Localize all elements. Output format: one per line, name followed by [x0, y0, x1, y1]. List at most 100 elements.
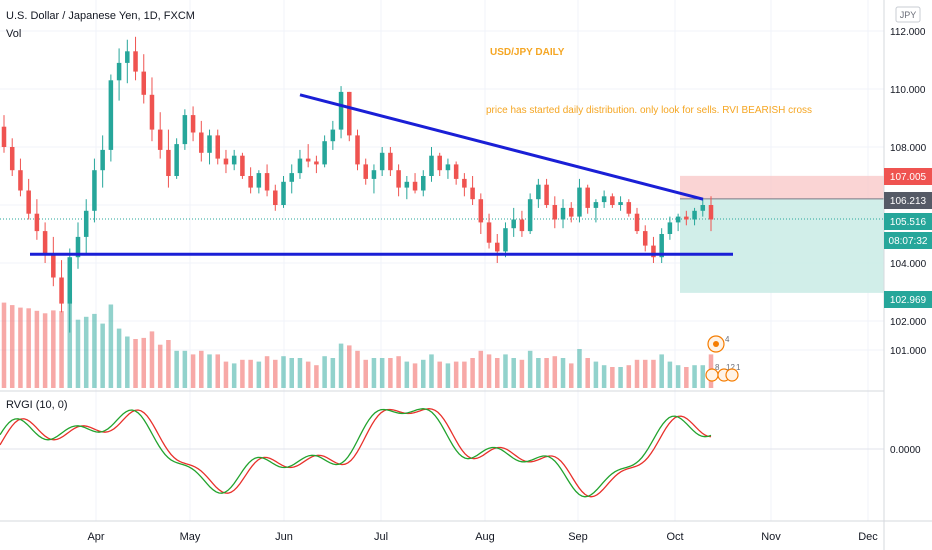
- candle-body[interactable]: [527, 199, 533, 232]
- candle-body[interactable]: [51, 254, 56, 278]
- currency-badge[interactable]: JPY: [895, 6, 921, 23]
- annotation-note[interactable]: price has started daily distribution. on…: [486, 105, 812, 116]
- candle-body[interactable]: [223, 158, 229, 165]
- candle-body[interactable]: [544, 184, 549, 205]
- candle-body[interactable]: [108, 80, 114, 150]
- candle-body[interactable]: [133, 51, 138, 72]
- candle-body[interactable]: [355, 135, 360, 165]
- volume-bar: [330, 358, 336, 388]
- annotation-title[interactable]: USD/JPY DAILY: [490, 47, 565, 58]
- event-markers[interactable]: 4 8 12 1: [705, 335, 741, 382]
- price-pane[interactable]: [0, 36, 884, 333]
- candle-body[interactable]: [642, 231, 648, 246]
- candle-body[interactable]: [83, 210, 89, 237]
- candle-body[interactable]: [330, 129, 336, 142]
- candle-body[interactable]: [429, 155, 434, 176]
- candle-body[interactable]: [26, 190, 31, 214]
- candle-body[interactable]: [511, 219, 516, 229]
- candle-body[interactable]: [708, 205, 714, 220]
- candle-body[interactable]: [322, 141, 327, 165]
- candle-body[interactable]: [199, 132, 204, 153]
- candle-body[interactable]: [577, 187, 582, 217]
- time-axis[interactable]: Apr May Jun Jul Aug Sep Oct Nov Dec: [87, 531, 878, 543]
- candle-body[interactable]: [626, 202, 632, 214]
- candle-body[interactable]: [34, 213, 40, 232]
- candle-body[interactable]: [1, 126, 7, 147]
- candle-body[interactable]: [445, 164, 451, 171]
- candle-body[interactable]: [42, 231, 48, 255]
- candle-body[interactable]: [462, 178, 467, 188]
- candle-body[interactable]: [248, 176, 253, 188]
- candle-body[interactable]: [536, 184, 541, 200]
- candle-body[interactable]: [675, 216, 681, 223]
- candle-body[interactable]: [494, 242, 500, 252]
- candle-body[interactable]: [240, 155, 245, 176]
- candle-body[interactable]: [125, 51, 130, 63]
- candle-body[interactable]: [92, 170, 97, 211]
- candle-body[interactable]: [347, 91, 352, 136]
- candle-body[interactable]: [503, 228, 508, 252]
- candle-body[interactable]: [141, 71, 147, 95]
- candle-body[interactable]: [100, 149, 105, 171]
- candle-body[interactable]: [634, 213, 640, 232]
- candle-body[interactable]: [59, 277, 64, 304]
- candle-body[interactable]: [264, 173, 270, 191]
- event-marker-icon[interactable]: [725, 368, 739, 382]
- candle-body[interactable]: [174, 144, 179, 176]
- candle-body[interactable]: [371, 170, 377, 179]
- candle-body[interactable]: [667, 222, 673, 234]
- candle-body[interactable]: [684, 216, 689, 220]
- candle-body[interactable]: [388, 152, 393, 171]
- candle-body[interactable]: [289, 173, 294, 182]
- candle-body[interactable]: [618, 202, 623, 205]
- candle-body[interactable]: [256, 173, 262, 188]
- candle-body[interactable]: [560, 207, 566, 220]
- candle-body[interactable]: [453, 164, 459, 179]
- candle-body[interactable]: [182, 115, 188, 145]
- candle-body[interactable]: [470, 187, 475, 200]
- candle-body[interactable]: [421, 176, 426, 191]
- candle-body[interactable]: [437, 155, 442, 171]
- candle-body[interactable]: [585, 187, 590, 208]
- candle-body[interactable]: [396, 170, 401, 188]
- candle-body[interactable]: [552, 205, 558, 220]
- candle-body[interactable]: [190, 115, 196, 133]
- candle-body[interactable]: [404, 181, 410, 188]
- candle-body[interactable]: [166, 149, 171, 176]
- candle-body[interactable]: [412, 181, 418, 191]
- candle-body[interactable]: [215, 135, 221, 159]
- candle-body[interactable]: [281, 181, 286, 205]
- candle-body[interactable]: [379, 152, 385, 171]
- candle-body[interactable]: [75, 236, 81, 258]
- candle-body[interactable]: [273, 190, 278, 206]
- candle-body[interactable]: [314, 161, 319, 165]
- candle-body[interactable]: [486, 222, 492, 243]
- candle-body[interactable]: [149, 94, 155, 130]
- candle-body[interactable]: [157, 129, 163, 150]
- candle-body[interactable]: [305, 158, 311, 162]
- candle-body[interactable]: [700, 205, 706, 211]
- candle-body[interactable]: [207, 135, 212, 153]
- volume-bar: [642, 359, 648, 388]
- candle-body[interactable]: [692, 210, 697, 220]
- stop-zone[interactable]: [680, 175, 884, 199]
- candle-body[interactable]: [568, 207, 574, 217]
- candle-body[interactable]: [116, 62, 122, 81]
- candle-body[interactable]: [297, 158, 303, 174]
- descending-trendline[interactable]: [299, 93, 704, 201]
- candle-body[interactable]: [519, 219, 525, 232]
- candle-body[interactable]: [659, 234, 664, 258]
- candle-body[interactable]: [610, 196, 615, 205]
- candle-body[interactable]: [67, 257, 73, 304]
- candle-body[interactable]: [593, 202, 599, 208]
- candle-body[interactable]: [363, 164, 368, 179]
- candle-body[interactable]: [338, 91, 344, 130]
- candle-body[interactable]: [651, 245, 656, 258]
- candle-body[interactable]: [9, 147, 15, 171]
- candle-body[interactable]: [18, 170, 23, 191]
- candle-body[interactable]: [231, 155, 237, 165]
- candle-body[interactable]: [601, 196, 607, 203]
- candle-body[interactable]: [478, 199, 484, 223]
- target-zone[interactable]: [680, 198, 884, 293]
